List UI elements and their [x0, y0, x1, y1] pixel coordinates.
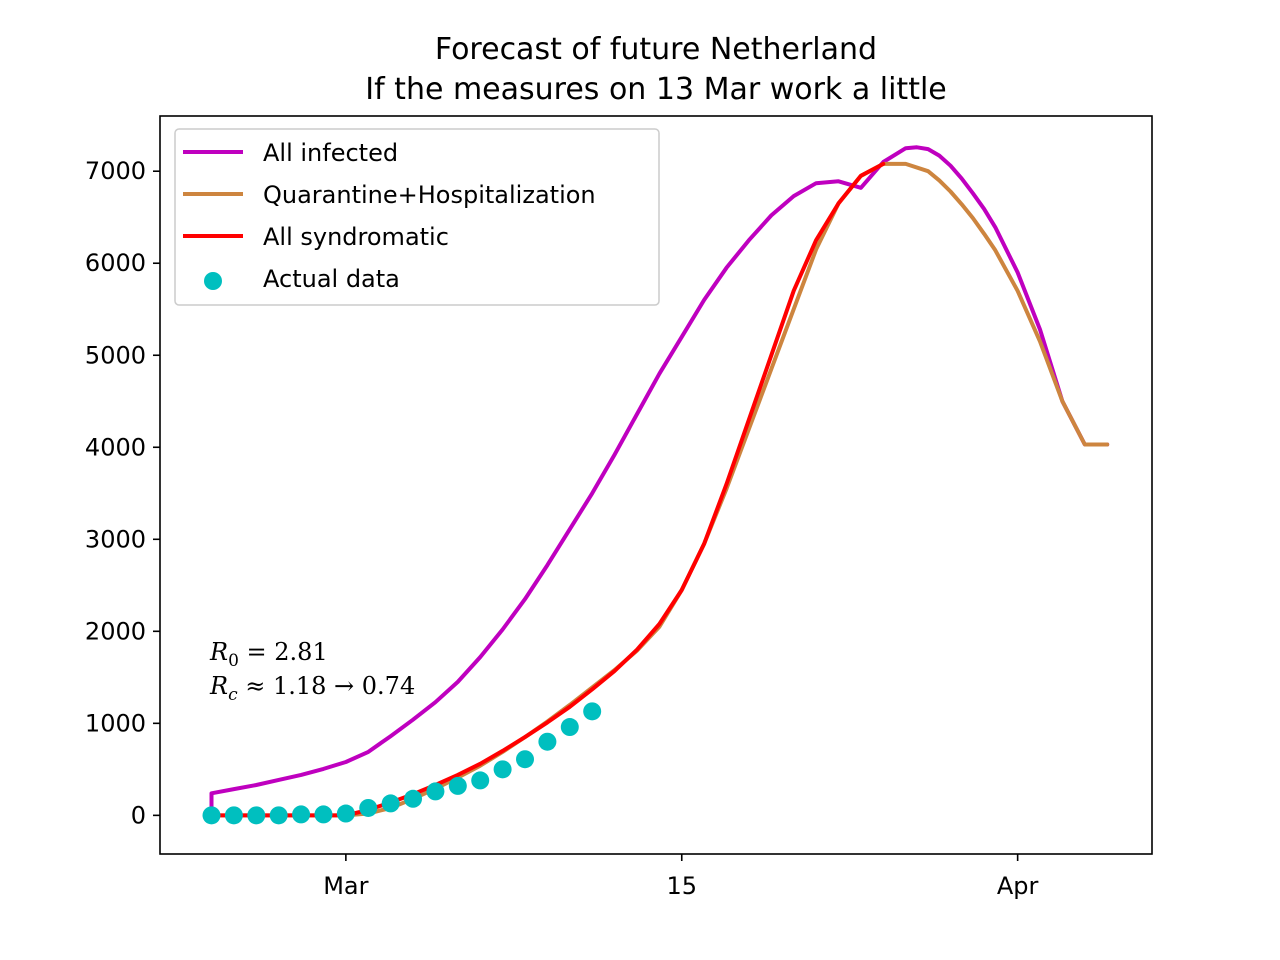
actual-data-point [336, 804, 355, 823]
y-axis: 0 1000 2000 3000 4000 5000 6000 7000 [85, 157, 160, 829]
y-tick-label: 5000 [85, 341, 146, 369]
actual-data-point [448, 776, 467, 795]
actual-data-point [202, 806, 221, 825]
x-tick-label: Mar [323, 872, 368, 900]
legend: All infected Quarantine+Hospitalization … [174, 128, 660, 306]
actual-data-point [560, 718, 579, 737]
r0-annotation: R0 = 2.81 [209, 638, 328, 671]
actual-data-point [404, 789, 423, 808]
y-tick-label: 1000 [85, 709, 146, 737]
rc-annotation: Rc ≈ 1.18 → 0.74 [209, 672, 415, 705]
x-tick-label: 15 [666, 872, 697, 900]
y-tick-label: 6000 [85, 249, 146, 277]
actual-data-point [247, 806, 266, 825]
rc-subscript: c [228, 685, 238, 705]
actual-data-point [269, 806, 288, 825]
actual-data-point [359, 798, 378, 817]
legend-label-all-infected: All infected [263, 139, 398, 167]
r0-symbol: R [209, 638, 228, 666]
all-infected-line [209, 145, 1110, 818]
actual-data-point [381, 794, 400, 813]
actual-data-point [314, 805, 333, 824]
rc-symbol: R [209, 672, 228, 700]
y-tick-label: 0 [131, 801, 146, 829]
x-tick-label: Apr [997, 872, 1039, 900]
actual-data-point [426, 782, 445, 801]
legend-label-quarantine: Quarantine+Hospitalization [263, 181, 596, 209]
y-tick-label: 4000 [85, 433, 146, 461]
y-tick-label: 3000 [85, 525, 146, 553]
actual-data-point [516, 750, 535, 769]
y-tick-label: 7000 [85, 157, 146, 185]
actual-data-point [493, 760, 512, 779]
plot-frame [159, 115, 1153, 855]
x-axis: Mar 15 Apr [323, 854, 1039, 900]
actual-data-point [538, 732, 557, 751]
points-layer [202, 702, 602, 825]
chart-title-line-1: Forecast of future Netherland [435, 32, 877, 67]
actual-data-point [292, 805, 311, 824]
legend-label-actual-data: Actual data [263, 265, 400, 293]
r0-subscript: 0 [228, 651, 239, 671]
rc-value: ≈ 1.18 → 0.74 [238, 672, 416, 700]
actual-data-point [224, 806, 243, 825]
legend-marker-actual-data [204, 272, 222, 290]
chart-title-line-2: If the measures on 13 Mar work a little [365, 72, 947, 107]
actual-data-point [583, 702, 602, 721]
r0-value: = 2.81 [239, 638, 328, 666]
y-tick-label: 2000 [85, 617, 146, 645]
actual-data-point [471, 771, 490, 790]
legend-box [174, 128, 660, 306]
legend-label-all-syndromatic: All syndromatic [263, 223, 449, 251]
